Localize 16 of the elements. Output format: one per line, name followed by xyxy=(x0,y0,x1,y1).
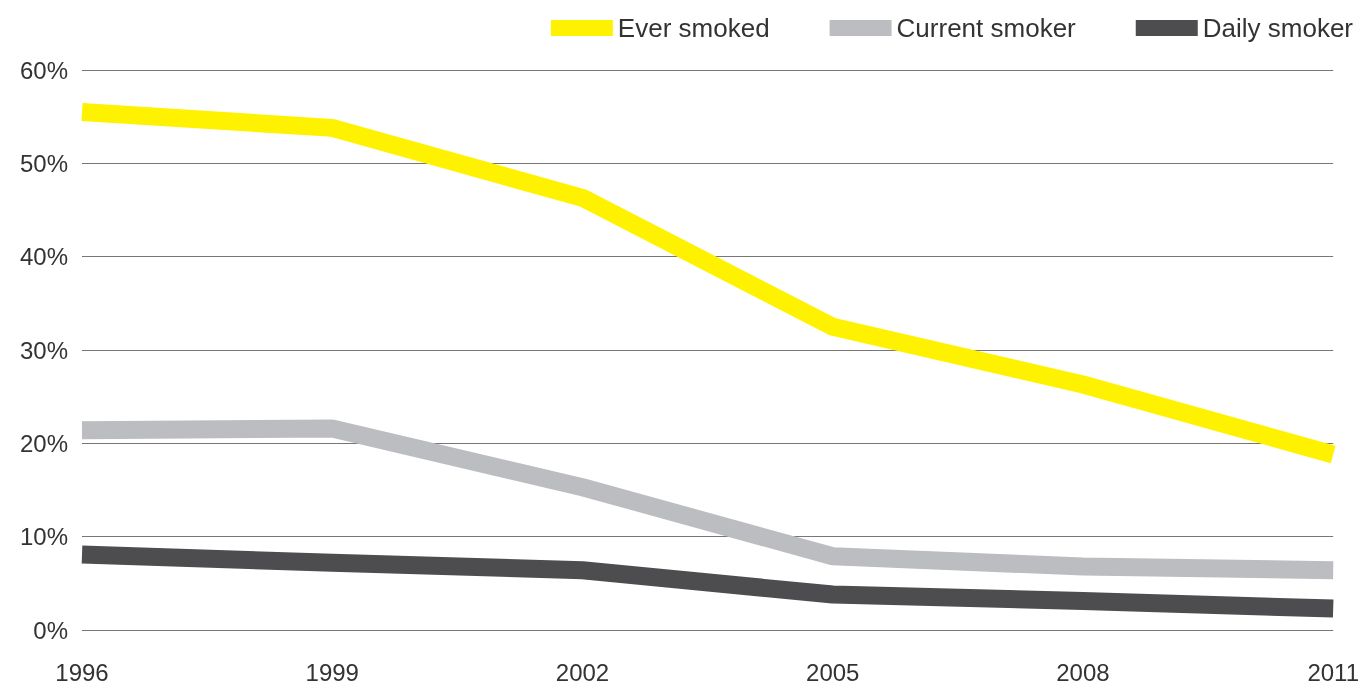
x-tick-label: 2002 xyxy=(555,658,610,686)
x-tick-label: 2008 xyxy=(1056,658,1110,686)
y-tick-label: 50% xyxy=(19,149,68,177)
legend-label: Current smoker xyxy=(896,13,1077,43)
legend-label: Daily smoker xyxy=(1202,13,1354,43)
y-tick-label: 60% xyxy=(19,56,68,84)
x-tick-label: 1996 xyxy=(55,658,109,686)
y-tick-label: 10% xyxy=(19,523,68,551)
y-tick-label: 0% xyxy=(33,616,68,644)
y-tick-label: 20% xyxy=(19,429,68,457)
legend-label: Ever smoked xyxy=(617,13,770,43)
x-tick-label: 2005 xyxy=(806,658,860,686)
x-tick-label: 1999 xyxy=(305,658,359,686)
y-tick-label: 30% xyxy=(19,336,68,364)
y-tick-label: 40% xyxy=(19,243,68,271)
x-tick-label: 2011 xyxy=(1307,658,1359,686)
